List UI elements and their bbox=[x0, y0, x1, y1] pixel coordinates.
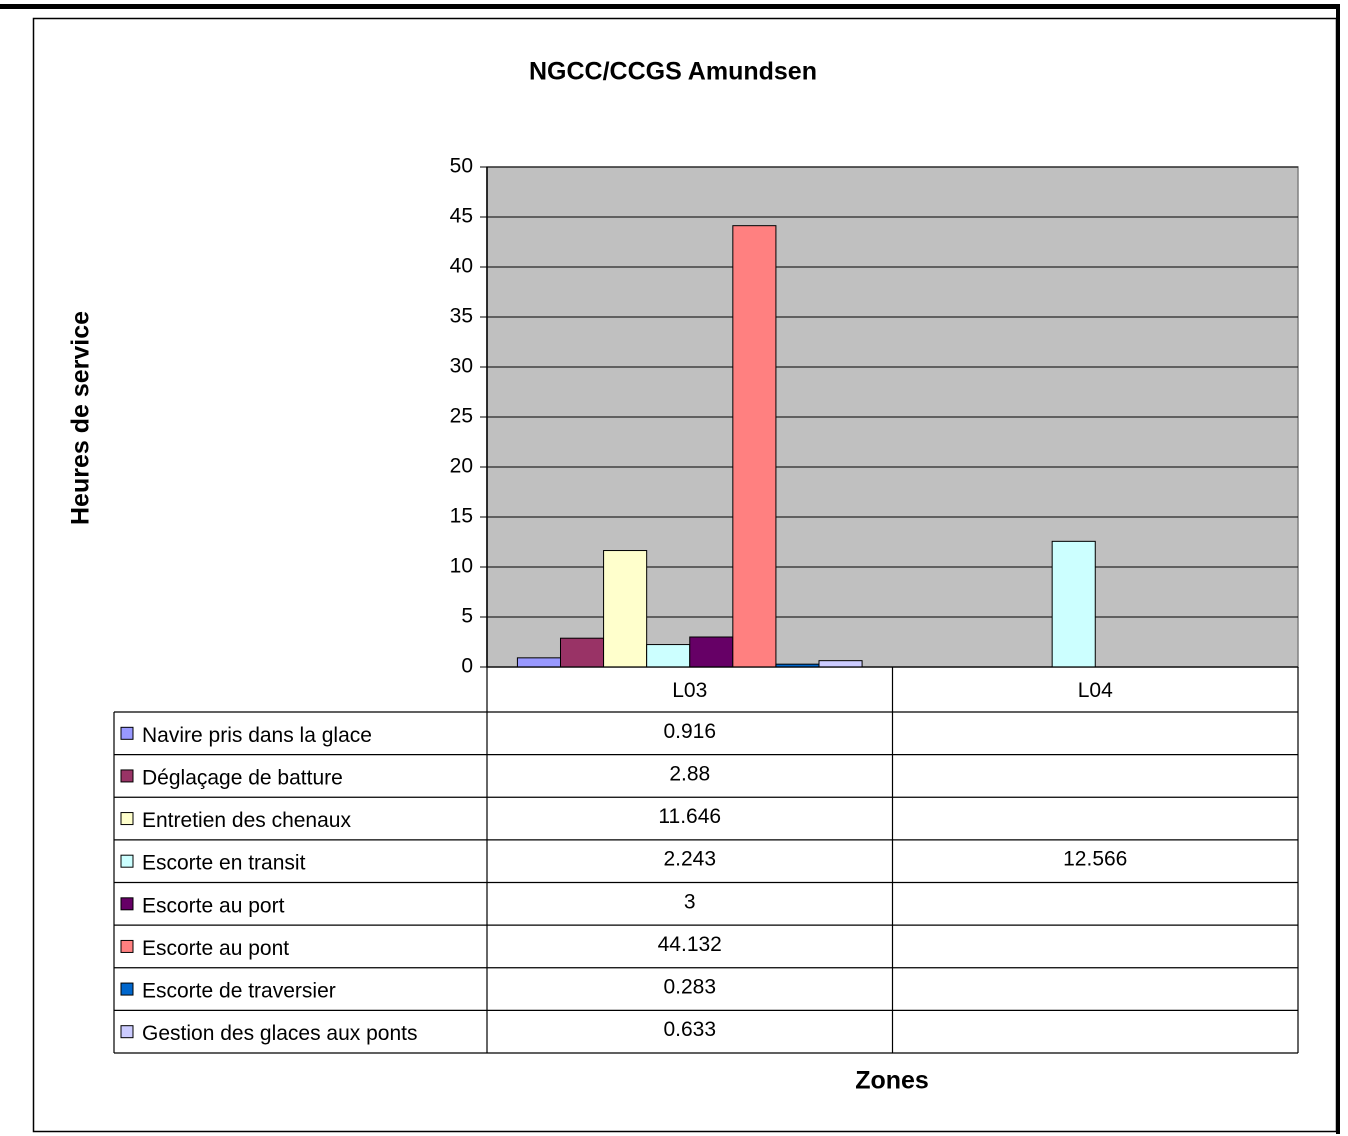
legend-label: Escorte au port bbox=[142, 894, 285, 917]
y-tick-label: 50 bbox=[450, 155, 473, 178]
bar bbox=[818, 660, 863, 668]
legend-key bbox=[120, 812, 134, 826]
y-tick-label: 0 bbox=[461, 655, 473, 678]
top-rule bbox=[0, 4, 1340, 9]
bar bbox=[689, 636, 734, 668]
table-value: 2.243 bbox=[663, 848, 716, 871]
y-tick-label: 45 bbox=[450, 205, 473, 228]
legend-label: Navire pris dans la glace bbox=[142, 724, 372, 747]
legend-label: Escorte en transit bbox=[142, 852, 306, 875]
bar bbox=[516, 657, 561, 668]
chart-title: NGCC/CCGS Amundsen bbox=[529, 58, 817, 86]
table-value: 2.88 bbox=[669, 762, 710, 785]
y-axis-title: Heures de service bbox=[67, 311, 95, 525]
y-tick-label: 30 bbox=[450, 355, 473, 378]
bar bbox=[603, 550, 648, 668]
legend-key bbox=[120, 726, 134, 740]
bar bbox=[732, 225, 777, 668]
table-value: 0.283 bbox=[663, 976, 716, 999]
y-tick-label: 15 bbox=[450, 505, 473, 528]
y-tick-label: 40 bbox=[450, 255, 473, 278]
y-tick-label: 5 bbox=[461, 605, 473, 628]
x-tick-label: L03 bbox=[672, 679, 707, 702]
right-rule bbox=[1336, 4, 1340, 1134]
legend-label: Escorte de traversier bbox=[142, 980, 336, 1003]
y-tick-label: 20 bbox=[450, 455, 473, 478]
legend-key bbox=[120, 854, 134, 868]
x-tick-label: L04 bbox=[1078, 679, 1113, 702]
legend-label: Déglaçage de batture bbox=[142, 766, 343, 789]
legend-key bbox=[120, 769, 134, 783]
y-tick-label: 25 bbox=[450, 405, 473, 428]
table-value: 44.132 bbox=[658, 933, 722, 956]
y-tick-label: 35 bbox=[450, 305, 473, 328]
legend-label: Entretien des chenaux bbox=[142, 809, 351, 832]
legend-key bbox=[120, 939, 134, 953]
table-value: 0.633 bbox=[663, 1018, 716, 1041]
legend-label: Gestion des glaces aux ponts bbox=[142, 1022, 418, 1045]
table-value: 11.646 bbox=[658, 805, 721, 828]
table-value: 3 bbox=[684, 890, 696, 913]
legend-key bbox=[120, 982, 134, 996]
table-value: 0.916 bbox=[663, 720, 716, 743]
legend-key bbox=[120, 1025, 134, 1039]
y-tick-label: 10 bbox=[450, 555, 473, 578]
bar bbox=[559, 637, 605, 668]
bar bbox=[1051, 540, 1096, 668]
legend-label: Escorte au pont bbox=[142, 937, 289, 960]
legend-key bbox=[120, 897, 134, 911]
x-axis-title: Zones bbox=[855, 1067, 929, 1095]
bar bbox=[646, 644, 691, 668]
table-value: 12.566 bbox=[1063, 848, 1127, 871]
